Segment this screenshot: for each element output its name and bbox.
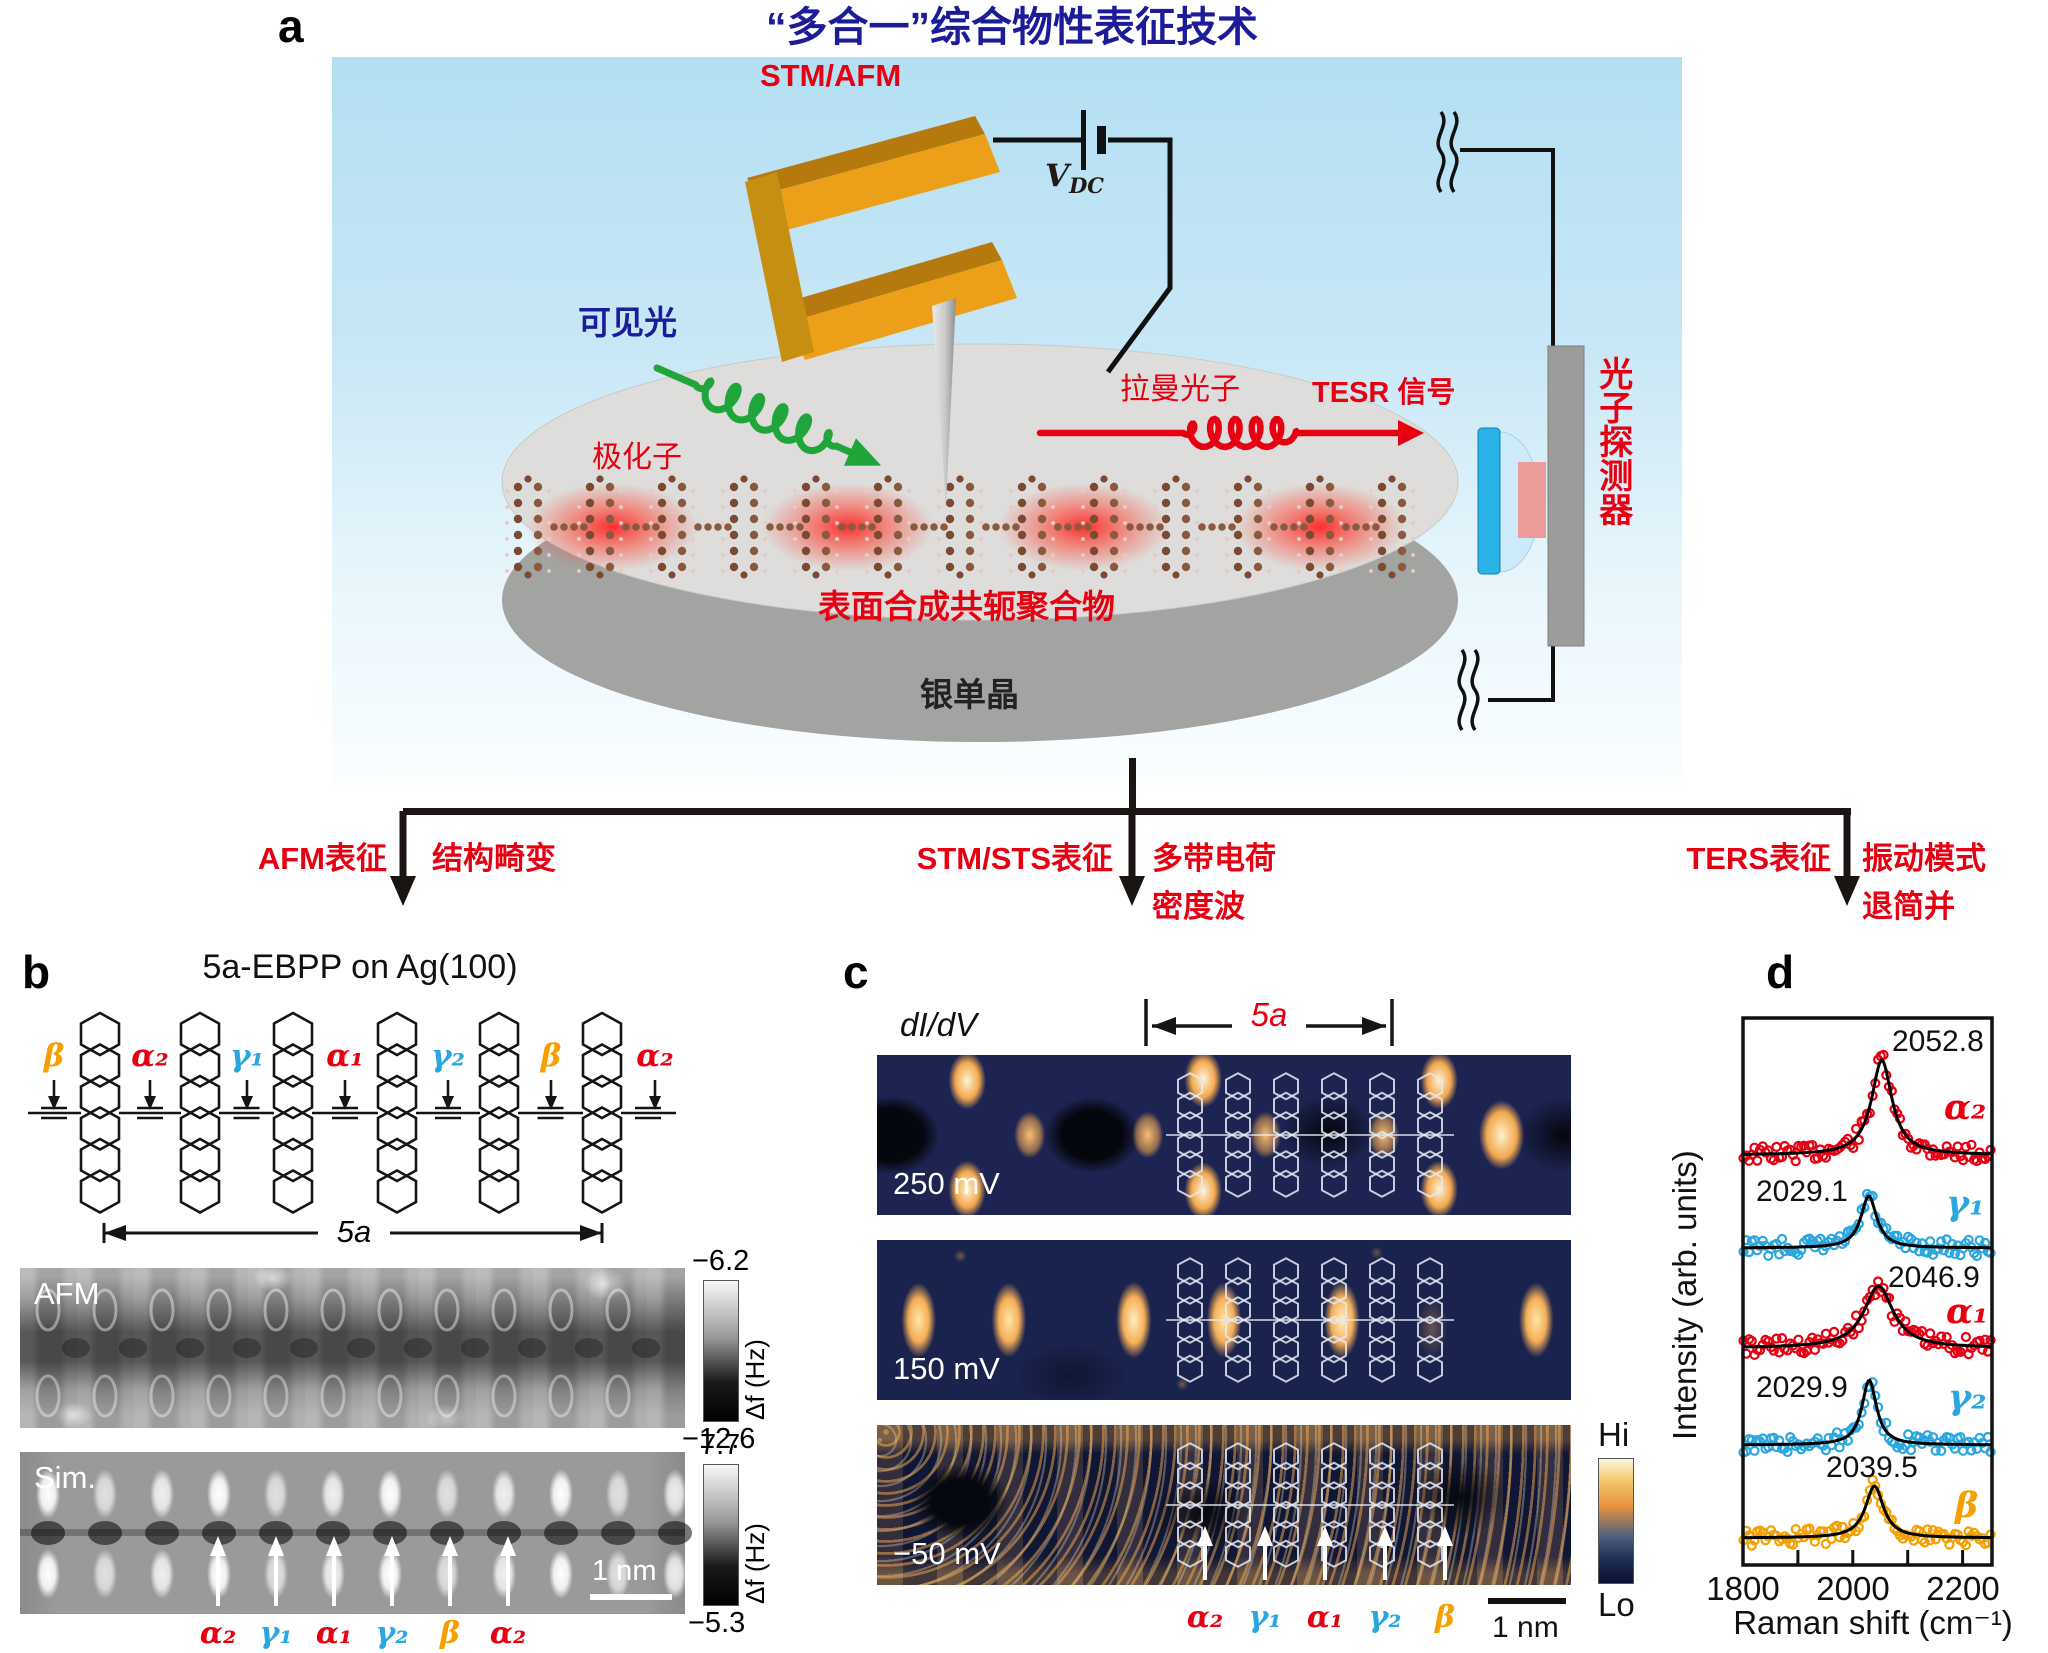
c-label-beta: β bbox=[1435, 1600, 1455, 1635]
sim-scale-min: −5.3 bbox=[688, 1607, 746, 1639]
c-label-alpha1: α₁ bbox=[1306, 1600, 1344, 1635]
curve-label-beta: β bbox=[1955, 1485, 1979, 1526]
bond-label-beta-1: β bbox=[43, 1038, 65, 1074]
scalebar-label-c: 1 nm bbox=[1492, 1611, 1559, 1644]
y-axis-label: Intensity (arb. units) bbox=[1666, 1150, 1703, 1440]
c-label-alpha2: α₂ bbox=[1186, 1600, 1224, 1635]
x-tick-1800: 1800 bbox=[1706, 1570, 1780, 1607]
panel-b-label: b bbox=[22, 946, 51, 998]
branch-afm-result: 结构畸变 bbox=[432, 841, 556, 876]
branch-stm-method: STM/STS表征 bbox=[916, 841, 1113, 876]
c-label-gamma2: γ₂ bbox=[1368, 1600, 1402, 1635]
vdc-label: VDC bbox=[1045, 158, 1104, 199]
sim-label-alpha2-1: α₂ bbox=[199, 1616, 237, 1651]
curve-label-alpha2: α₂ bbox=[1944, 1087, 1987, 1128]
x-tick-2000: 2000 bbox=[1816, 1570, 1890, 1607]
sim-scale-axis: Δf (Hz) bbox=[740, 1523, 770, 1604]
panel-d-label: d bbox=[1766, 946, 1795, 998]
stm-afm-label: STM/AFM bbox=[760, 58, 902, 93]
panel-b-title: 5a-EBPP on Ag(100) bbox=[202, 948, 518, 986]
sim-label-gamma2: γ₂ bbox=[375, 1616, 409, 1651]
figure-title: “多合一”综合物性表征技术 bbox=[766, 4, 1258, 50]
peak-value-beta: 2039.5 bbox=[1826, 1451, 1918, 1484]
bond-label-gamma2: γ₂ bbox=[430, 1038, 466, 1074]
peak-value-alpha2: 2052.8 bbox=[1892, 1025, 1984, 1058]
branch-stm-result-2: 密度波 bbox=[1152, 889, 1245, 924]
panel-a-label: a bbox=[278, 0, 304, 52]
sim-colorbar bbox=[703, 1464, 739, 1606]
bias-label-150: 150 mV bbox=[893, 1351, 1000, 1386]
sim-label-beta: β bbox=[440, 1616, 460, 1651]
afm-scale-axis: Δf (Hz) bbox=[740, 1339, 770, 1420]
photon-detector-label: 光子探测器 bbox=[1593, 356, 1632, 526]
sim-label-alpha1: α₁ bbox=[315, 1616, 353, 1651]
afm-image bbox=[20, 1268, 685, 1428]
curve-label-alpha1: α₁ bbox=[1946, 1291, 1989, 1332]
raman-photon-label: 拉曼光子 bbox=[1120, 373, 1240, 406]
didv-map-minus50mV bbox=[877, 1425, 1571, 1585]
bias-label-minus50: −50 mV bbox=[893, 1536, 1001, 1571]
curve-label-gamma2: γ₂ bbox=[1948, 1377, 1987, 1418]
afm-colorbar bbox=[703, 1280, 739, 1422]
bond-label-gamma1: γ₁ bbox=[229, 1038, 265, 1074]
peak-value-gamma1: 2029.1 bbox=[1756, 1175, 1848, 1208]
sim-image-tag: Sim. bbox=[34, 1460, 96, 1495]
sim-label-gamma1: γ₁ bbox=[259, 1616, 293, 1651]
x-tick-2200: 2200 bbox=[1926, 1570, 2000, 1607]
branch-stm-result-1: 多带电荷 bbox=[1152, 841, 1276, 876]
unit-cell-span-label-b: 5a bbox=[322, 1215, 386, 1249]
colorbar-lo-label: Lo bbox=[1598, 1586, 1635, 1623]
peak-value-gamma2: 2029.9 bbox=[1756, 1371, 1848, 1404]
x-axis-label: Raman shift (cm⁻¹) bbox=[1733, 1604, 2013, 1641]
didv-map-250mV bbox=[877, 1055, 1571, 1215]
sim-scale-max: 7.7 bbox=[700, 1429, 741, 1461]
colorbar-hi-label: Hi bbox=[1598, 1416, 1630, 1453]
scalebar-label-b: 1 nm bbox=[592, 1555, 657, 1587]
branch-afm-method: AFM表征 bbox=[257, 841, 387, 876]
polaron-label: 极化子 bbox=[592, 441, 682, 474]
sim-image bbox=[20, 1452, 685, 1614]
tesr-signal-label: TESR 信号 bbox=[1312, 377, 1456, 409]
polymer-label: 表面合成共轭聚合物 bbox=[818, 588, 1115, 625]
afm-scale-max: −6.2 bbox=[692, 1245, 750, 1277]
branch-ters-result-1: 振动模式 bbox=[1862, 841, 1986, 876]
sim-label-alpha2-2: α₂ bbox=[489, 1616, 527, 1651]
bond-label-beta-2: β bbox=[540, 1038, 562, 1074]
didv-label: dI/dV bbox=[900, 1006, 978, 1043]
branch-ters-result-2: 退简并 bbox=[1862, 889, 1955, 924]
afm-image-tag: AFM bbox=[34, 1276, 100, 1311]
bond-label-alpha1: α₁ bbox=[326, 1038, 364, 1074]
bond-label-alpha2-1: α₂ bbox=[131, 1038, 169, 1074]
branch-ters-method: TERS表征 bbox=[1686, 841, 1831, 876]
silver-crystal-label: 银单晶 bbox=[920, 676, 1019, 713]
panel-c-label: c bbox=[843, 946, 869, 998]
peak-value-alpha1: 2046.9 bbox=[1888, 1261, 1980, 1294]
c-label-gamma1: γ₁ bbox=[1248, 1600, 1282, 1635]
hi-lo-colorbar bbox=[1598, 1458, 1634, 1584]
afm-scale-min: −12.6 bbox=[682, 1423, 756, 1455]
unit-cell-span-label-c: 5a bbox=[1236, 997, 1302, 1033]
curve-label-gamma1: γ₁ bbox=[1946, 1183, 1985, 1224]
visible-light-label: 可见光 bbox=[578, 304, 677, 341]
bias-label-250: 250 mV bbox=[893, 1166, 1000, 1201]
bond-label-alpha2-2: α₂ bbox=[636, 1038, 674, 1074]
